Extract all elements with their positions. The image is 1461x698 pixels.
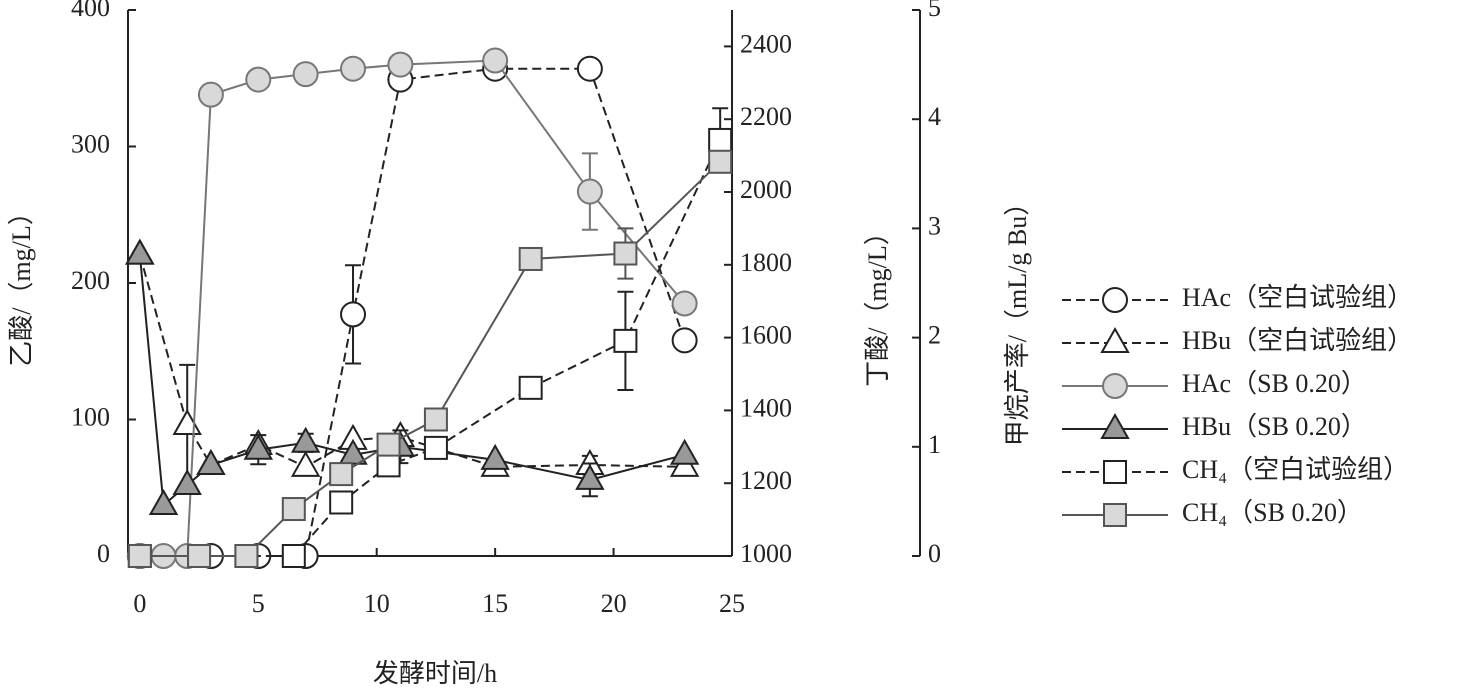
point [518, 246, 543, 271]
legend-label: HBu（空白试验组） [1182, 326, 1413, 355]
legend-label: HAc（空白试验组） [1182, 283, 1413, 312]
point [290, 450, 321, 477]
point [172, 468, 202, 496]
y3-label: 甲烷产率/（mL/g Bu） [1003, 190, 1032, 446]
point [281, 497, 306, 522]
point [281, 544, 306, 568]
point [376, 432, 401, 457]
y-tick-label: 2000 [740, 175, 792, 204]
y-tick-label: 0 [97, 539, 110, 568]
y-tick-label: 100 [71, 402, 110, 431]
legend-marker [1103, 503, 1127, 527]
x-tick-label: 0 [133, 589, 146, 618]
y-tick-label: 1800 [740, 248, 792, 277]
point [613, 241, 638, 266]
point [329, 462, 354, 487]
legend-label: CH₄（SB 0.20） [1182, 498, 1363, 527]
x-tick-label: 5 [252, 589, 265, 618]
point [196, 448, 226, 475]
point [340, 301, 367, 328]
series-line [139, 59, 686, 557]
x-tick-label: 25 [719, 589, 745, 618]
y-tick-label: 2200 [740, 102, 792, 131]
legend-marker [1103, 460, 1127, 484]
y-tick-label: 0 [928, 539, 941, 568]
legend-label: HBu（SB 0.20） [1182, 412, 1367, 441]
series-line [139, 139, 722, 557]
point [127, 544, 152, 568]
y-label: 乙酸/（mg/L） [7, 199, 36, 367]
point [480, 443, 510, 470]
series-line [138, 254, 685, 468]
y-tick-label: 1 [928, 430, 941, 459]
point [613, 328, 638, 353]
y-tick-label: 2400 [740, 29, 792, 58]
x-tick-label: 20 [601, 589, 627, 618]
y-tick-label: 3 [928, 211, 941, 240]
point [290, 426, 321, 453]
y-tick-label: 1400 [740, 393, 792, 422]
series-line [138, 254, 685, 508]
legend-marker [1102, 373, 1128, 399]
point [575, 463, 605, 490]
point [387, 51, 414, 78]
point [671, 290, 698, 317]
y-tick-label: 5 [928, 0, 941, 22]
point [576, 178, 603, 205]
point [329, 490, 354, 515]
y-tick-label: 2 [928, 321, 941, 350]
point [292, 61, 319, 88]
legend-marker [1102, 287, 1128, 313]
point [669, 438, 700, 465]
y-tick-label: 1000 [740, 539, 792, 568]
point [243, 433, 273, 460]
point [482, 47, 509, 74]
point [245, 66, 272, 93]
point [125, 238, 155, 265]
legend-marker [1100, 412, 1130, 439]
point [708, 127, 733, 152]
y-tick-label: 1600 [740, 321, 792, 350]
legend-label: CH₄（空白试验组） [1182, 455, 1409, 484]
point [576, 55, 603, 82]
point [518, 375, 543, 400]
series-line [139, 161, 721, 557]
point [423, 407, 448, 432]
x-tick-label: 10 [364, 589, 390, 618]
y-tick-label: 400 [71, 0, 110, 22]
x-tick-label: 15 [482, 589, 508, 618]
x-label: 发酵时间/h [373, 659, 497, 688]
y-tick-label: 200 [71, 266, 110, 295]
point [376, 453, 401, 478]
point [197, 81, 224, 108]
point [671, 327, 698, 354]
point [708, 149, 733, 174]
y-tick-label: 1200 [740, 466, 792, 495]
point [187, 544, 212, 568]
point [340, 55, 367, 82]
y-tick-label: 4 [928, 102, 941, 131]
legend-marker [1100, 326, 1130, 353]
y-tick-label: 300 [71, 129, 110, 158]
point [234, 544, 259, 568]
legend-label: HAc（SB 0.20） [1182, 369, 1367, 398]
point [148, 489, 179, 516]
series-line [139, 67, 686, 557]
point [172, 408, 202, 435]
point [423, 435, 448, 460]
y2-label: 丁酸/（mg/L） [863, 219, 892, 387]
